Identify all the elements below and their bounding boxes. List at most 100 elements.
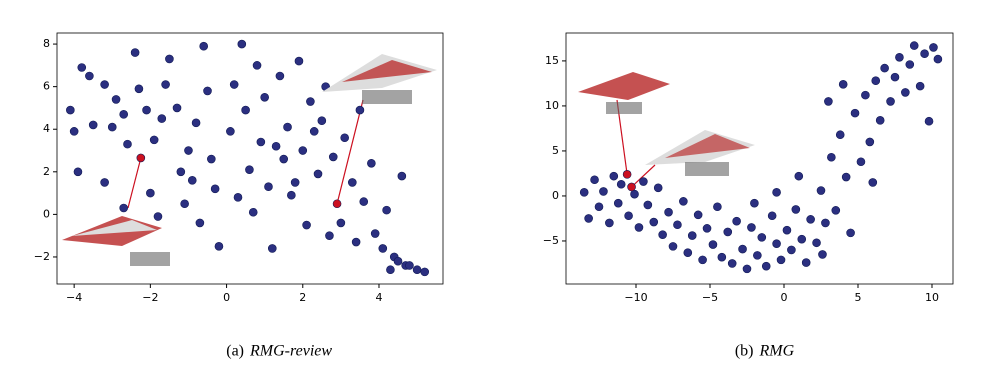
point	[275, 71, 285, 81]
point	[298, 146, 308, 155]
y-tick-label: 0	[552, 189, 559, 202]
x-tick-label: −4	[66, 291, 82, 304]
point	[727, 259, 737, 268]
point	[909, 41, 919, 50]
point	[838, 80, 848, 89]
point	[351, 237, 361, 247]
point	[252, 61, 262, 70]
point	[776, 255, 786, 265]
point	[816, 186, 826, 195]
point	[195, 218, 205, 228]
caption-label: (b)	[735, 343, 754, 360]
point	[309, 127, 319, 136]
point	[73, 167, 83, 177]
point	[679, 197, 688, 206]
highlight-point	[622, 170, 632, 179]
point	[283, 122, 292, 132]
point	[658, 230, 667, 239]
point	[856, 157, 866, 167]
x-tick-label: 0	[223, 291, 230, 304]
point	[594, 202, 604, 212]
point	[100, 178, 109, 187]
point	[801, 258, 811, 267]
point	[191, 118, 201, 128]
plot-frame	[56, 32, 444, 285]
point	[66, 105, 75, 115]
caption: RMG-review	[249, 343, 332, 360]
y-tick-label: 4	[43, 122, 50, 135]
point	[634, 223, 644, 232]
point	[924, 116, 934, 126]
point	[340, 133, 349, 143]
point	[157, 114, 167, 123]
point	[180, 199, 189, 209]
point	[412, 265, 422, 275]
x-tick-label: 2	[299, 291, 306, 304]
point	[123, 139, 132, 149]
y-tick-label: 8	[43, 37, 50, 50]
point	[85, 71, 94, 81]
point	[130, 48, 140, 57]
point	[687, 231, 697, 240]
point	[229, 80, 239, 89]
point	[88, 120, 98, 130]
point	[370, 229, 380, 238]
point	[753, 251, 762, 260]
point	[184, 146, 193, 155]
point	[861, 90, 870, 100]
ship-image	[62, 216, 170, 266]
point	[901, 88, 910, 97]
point	[821, 218, 830, 228]
connector	[631, 164, 656, 188]
point	[302, 220, 311, 230]
point	[890, 72, 900, 82]
point	[142, 105, 151, 115]
y-tick-label: 2	[43, 165, 50, 178]
x-tick-label: 5	[854, 291, 861, 304]
point	[831, 206, 841, 215]
point	[393, 256, 403, 266]
point	[153, 212, 163, 221]
point	[673, 220, 682, 230]
point	[69, 127, 79, 136]
point	[702, 224, 712, 233]
point	[929, 43, 938, 52]
point	[359, 197, 369, 206]
point	[119, 203, 128, 213]
point	[100, 80, 109, 89]
point	[599, 187, 608, 196]
point	[933, 54, 943, 64]
point	[134, 84, 144, 94]
point	[791, 205, 801, 214]
point	[294, 56, 304, 66]
ship-image	[322, 54, 437, 104]
point	[355, 105, 365, 115]
point	[119, 110, 128, 119]
point	[875, 116, 885, 125]
point	[245, 165, 254, 174]
point	[203, 86, 212, 96]
point	[812, 238, 821, 248]
point	[624, 211, 633, 221]
point	[584, 214, 593, 223]
y-tick-label: 15	[545, 54, 559, 67]
point	[772, 239, 781, 248]
point	[850, 108, 860, 118]
point	[846, 228, 855, 238]
point	[226, 127, 235, 136]
point	[886, 97, 895, 106]
point	[176, 167, 186, 177]
point	[386, 265, 395, 275]
connector	[127, 157, 142, 209]
point	[579, 188, 589, 197]
point	[643, 200, 653, 210]
point	[420, 267, 430, 277]
point	[639, 177, 648, 186]
point	[348, 178, 357, 187]
point	[757, 233, 767, 242]
point	[325, 231, 334, 240]
point	[693, 210, 703, 220]
point	[824, 97, 833, 106]
point	[237, 39, 247, 49]
